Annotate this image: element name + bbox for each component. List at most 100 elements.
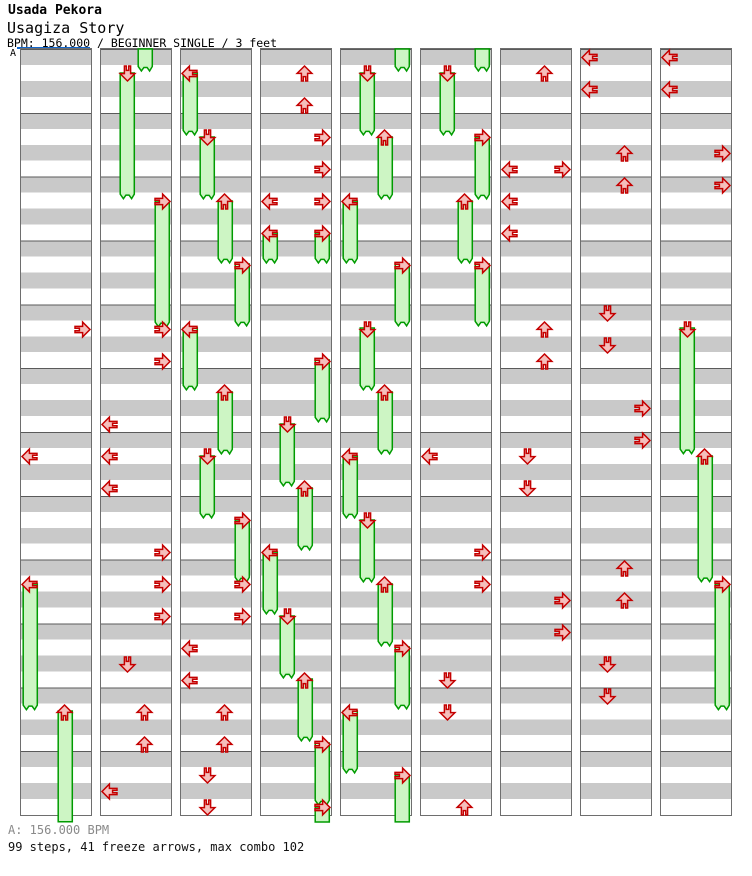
freeze-body-down: [279, 614, 296, 679]
note-left-arrow: [21, 447, 38, 466]
note-up-arrow: [295, 65, 314, 82]
freeze-body-down: [119, 72, 136, 200]
note-left-arrow: [181, 639, 198, 658]
note-up-arrow: [215, 703, 234, 721]
note-left-arrow: [101, 415, 118, 435]
note-right-arrow: [714, 176, 731, 195]
freeze-body-down: [199, 136, 216, 200]
note-right-arrow: [554, 591, 571, 610]
freeze-head-left-arrow: [181, 64, 198, 83]
note-left-arrow: [501, 224, 518, 243]
note-up-arrow: [135, 735, 154, 753]
freeze-body-down: [279, 423, 296, 488]
freeze-head-right-arrow: [394, 639, 411, 658]
chart-column-3: [180, 48, 252, 817]
note-right-arrow: [474, 575, 491, 594]
freeze-head-left-arrow: [181, 319, 198, 339]
note-up-arrow: [135, 703, 154, 721]
freeze-head-right-arrow: [394, 766, 411, 786]
freeze-head-down-arrow: [358, 65, 377, 83]
chart-column-4: [260, 48, 332, 823]
note-left-arrow: [261, 192, 278, 211]
note-right-arrow: [714, 144, 731, 163]
freeze-head-down-arrow: [118, 65, 137, 83]
freeze-head-right-arrow: [234, 256, 251, 275]
note-up-arrow: [535, 320, 554, 338]
note-left-arrow: [101, 479, 118, 498]
freeze-head-right-arrow: [314, 224, 331, 243]
freeze-head-left-arrow: [261, 543, 278, 562]
freeze-head-up-arrow: [695, 448, 714, 465]
freeze-body-up: [297, 678, 314, 743]
freeze-body-right: [234, 519, 251, 583]
freeze-head-down-arrow: [198, 448, 217, 466]
chart-column-2: [100, 48, 172, 816]
freeze-body-up: [297, 487, 314, 552]
freeze-body-up: [377, 582, 394, 647]
freeze-head-up-arrow: [215, 384, 234, 402]
freeze-body-down: [679, 327, 696, 456]
note-right-arrow: [554, 623, 571, 642]
note-right-arrow: [634, 399, 651, 419]
note-down-arrow: [518, 448, 537, 466]
freeze-body-up: [377, 136, 394, 200]
freeze-head-left-arrow: [341, 702, 358, 722]
note-right-arrow: [74, 319, 91, 339]
freeze-body-up: [217, 391, 234, 456]
note-up-arrow: [615, 559, 634, 577]
note-left-arrow: [501, 160, 518, 179]
note-up-arrow: [615, 591, 634, 609]
freeze-head-right-arrow: [314, 351, 331, 371]
freeze-body-left: [262, 550, 279, 615]
freeze-head-down-arrow: [278, 608, 297, 625]
note-right-arrow: [314, 160, 331, 179]
footer-bpm-label: A: 156.000 BPM: [8, 823, 110, 837]
note-down-arrow: [598, 687, 617, 705]
freeze-body-up: [697, 455, 714, 583]
freeze-head-down-arrow: [438, 65, 457, 83]
note-down-arrow: [118, 655, 137, 673]
freeze-body-right: [314, 231, 331, 264]
freeze-head-down-arrow: [358, 320, 377, 338]
freeze-head-up-arrow: [295, 480, 314, 497]
note-left-arrow: [101, 782, 118, 802]
note-down-arrow: [598, 336, 617, 354]
freeze-head-left-arrow: [341, 192, 358, 211]
note-right-arrow: [554, 160, 571, 179]
freeze-head-left-arrow: [261, 224, 278, 243]
freeze-body-down: [359, 519, 376, 583]
freeze-head-down-arrow: [198, 129, 217, 147]
note-left-arrow: [581, 48, 598, 68]
note-down-arrow: [598, 655, 617, 673]
note-down-arrow: [518, 480, 537, 498]
note-up-arrow: [295, 97, 314, 114]
freeze-body-right: [714, 582, 731, 711]
freeze-body-left: [342, 199, 359, 264]
note-right-arrow: [314, 192, 331, 211]
freeze-body-right: [474, 136, 491, 200]
freeze-body-left: [182, 72, 199, 137]
freeze-body-up: [57, 710, 74, 823]
note-right-arrow: [154, 607, 171, 626]
note-up-arrow: [455, 799, 474, 817]
freeze-head-right-arrow: [714, 575, 731, 594]
freeze-head-up-arrow: [215, 192, 234, 210]
freeze-body-left: [182, 327, 199, 392]
freeze-body-left: [262, 231, 279, 264]
freeze-body-down: [359, 327, 376, 392]
freeze-head-right-arrow: [394, 256, 411, 275]
chart-column-6: [420, 48, 492, 817]
freeze-head-right-arrow: [314, 734, 331, 754]
freeze-head-right-arrow: [474, 256, 491, 275]
note-right-arrow: [314, 128, 331, 147]
freeze-body-down: [439, 72, 456, 137]
freeze-tail-right: [474, 48, 491, 73]
freeze-tail-up: [137, 48, 154, 73]
note-right-arrow: [154, 319, 171, 339]
freeze-head-right-arrow: [474, 128, 491, 147]
freeze-body-right: [314, 359, 331, 424]
freeze-head-right-arrow: [234, 511, 251, 530]
freeze-head-down-arrow: [278, 416, 297, 434]
note-up-arrow: [535, 65, 554, 82]
freeze-head-right-arrow: [314, 798, 331, 818]
